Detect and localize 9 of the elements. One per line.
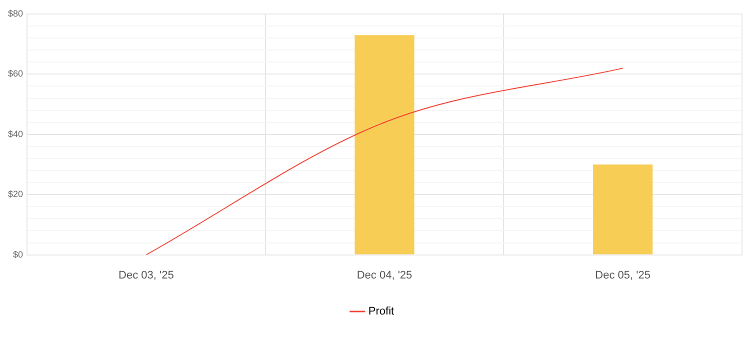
x-tick-label: Dec 05, '25 [595,269,650,282]
y-tick-label: $60 [8,68,24,79]
y-tick-label: $0 [13,249,24,260]
y-tick-label: $80 [8,8,24,18]
y-tick-label: $20 [8,189,24,200]
x-tick-label: Dec 03, '25 [118,269,174,282]
y-tick-label: $40 [8,128,24,139]
legend-label: Profit [368,306,394,318]
x-tick-label: Dec 04, '25 [356,269,412,282]
